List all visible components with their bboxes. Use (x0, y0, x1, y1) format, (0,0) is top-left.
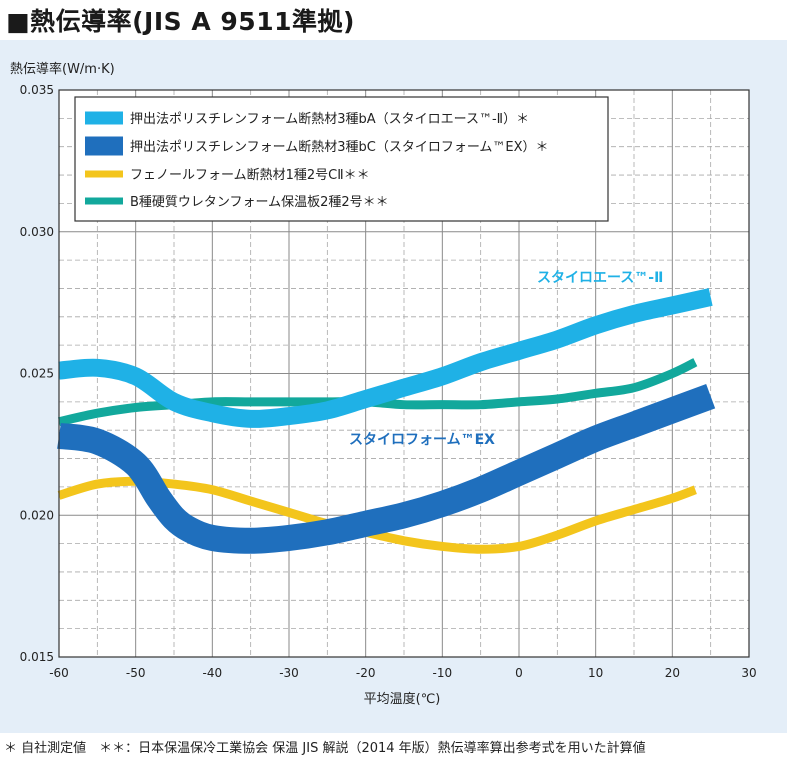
legend-swatch-4 (85, 197, 123, 205)
x-tick-label: -30 (279, 666, 299, 680)
series-label-styrofoam: スタイロフォーム™EX (349, 432, 495, 448)
x-tick-label: -40 (203, 666, 223, 680)
y-tick-label: 0.035 (20, 83, 54, 97)
series-label-styroace: スタイロエース™-Ⅱ (537, 270, 663, 286)
y-axis-title: 熱伝導率(W/m·K) (10, 61, 115, 77)
legend: 押出法ポリスチレンフォーム断熱材3種bA（スタイロエース™-Ⅱ）＊ 押出法ポリスチ… (74, 96, 609, 222)
footnote: ＊ 自社測定値 ＊＊：日本保温保冷工業協会 保温 JIS 解説（2014 年版）… (4, 741, 646, 756)
x-tick-label: -10 (433, 666, 453, 680)
series-line-1 (58, 288, 713, 428)
series-line-2 (57, 383, 716, 554)
legend-label-3: フェノールフォーム断熱材1種2号CⅡ＊＊ (130, 167, 370, 183)
legend-label-1: 押出法ポリスチレンフォーム断熱材3種bA（スタイロエース™-Ⅱ）＊ (130, 111, 529, 127)
x-axis-title: 平均温度(℃) (364, 691, 441, 707)
x-tick-label: 20 (665, 666, 680, 680)
x-tick-label: 0 (515, 666, 523, 680)
y-tick-label: 0.020 (20, 508, 54, 522)
x-tick-label: -60 (49, 666, 69, 680)
legend-box (74, 96, 609, 222)
legend-label-4: B種硬質ウレタンフォーム保温板2種2号＊＊ (130, 194, 389, 210)
series-layer (57, 288, 716, 554)
x-tick-label: 30 (741, 666, 756, 680)
page-title: ■熱伝導率(JIS A 9511準拠) (6, 7, 355, 36)
x-tick-label: -50 (126, 666, 146, 680)
series-labels: スタイロエース™-Ⅱ スタイロフォーム™EX (349, 270, 663, 448)
legend-swatch-3 (85, 170, 123, 178)
y-tick-label: 0.030 (20, 225, 54, 239)
tick-labels: -60 -50 -40 -30 -20 -10 0 10 20 30 0.015 0.020 0.025… (20, 83, 757, 680)
plot-frame (58, 89, 750, 658)
x-tick-label: -20 (356, 666, 376, 680)
legend-swatch-1 (85, 111, 123, 125)
y-tick-label: 0.025 (20, 367, 54, 381)
legend-label-2: 押出法ポリスチレンフォーム断熱材3種bC（スタイロフォーム™EX）＊ (130, 139, 549, 155)
legend-swatch-2 (85, 136, 123, 156)
y-tick-label: 0.015 (20, 650, 54, 664)
series-line-3 (57, 476, 697, 554)
x-tick-label: 10 (588, 666, 603, 680)
